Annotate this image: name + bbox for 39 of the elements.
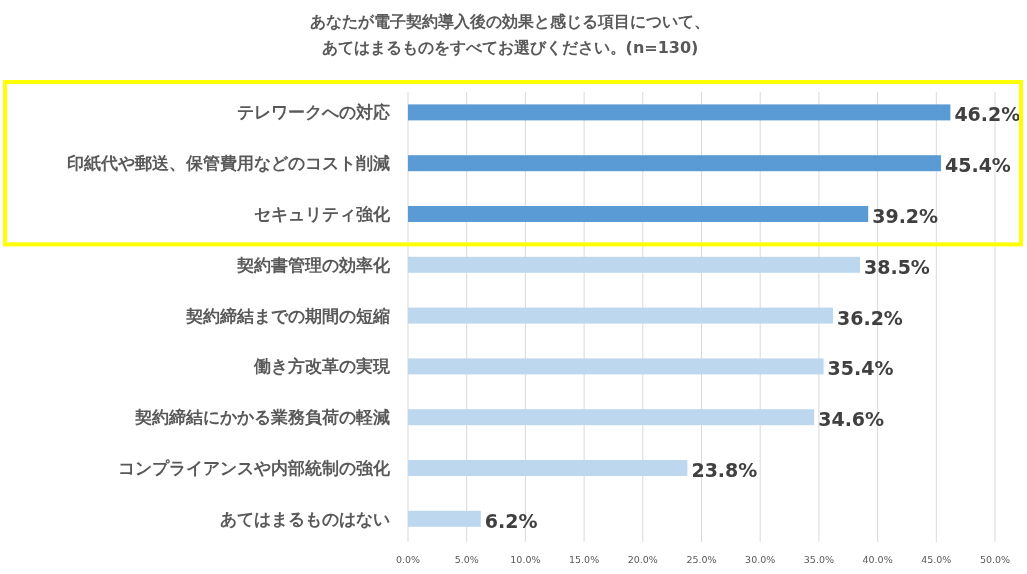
x-tick-label: 10.0%: [510, 554, 541, 565]
x-tick-label: 20.0%: [627, 554, 658, 565]
bar: [408, 358, 824, 375]
y-tick-label: コンプライアンスや内部統制の強化: [118, 459, 391, 478]
data-label: 34.6%: [818, 408, 885, 431]
bar: [408, 206, 869, 222]
x-tick-label: 40.0%: [862, 554, 893, 565]
x-tick-label: 25.0%: [686, 554, 717, 565]
x-tick-label: 50.0%: [979, 554, 1011, 565]
y-tick-label: 契約締結にかかる業務負荷の軽減: [134, 408, 390, 428]
bar: [408, 104, 951, 121]
data-label: 38.5%: [863, 255, 930, 278]
y-tick-label: 働き方改革の実現: [253, 357, 391, 377]
x-tick-label: 5.0%: [454, 554, 479, 565]
data-label: 45.4%: [945, 154, 1011, 177]
bar: [408, 155, 941, 172]
y-tick-label: あてはまるものはない: [220, 509, 390, 529]
data-label: 39.2%: [872, 205, 939, 227]
x-tick-label: 0.0%: [395, 554, 421, 565]
bar: [408, 307, 833, 324]
chart-title: あなたが電子契約導入後の効果と感じる項目について、あてはまるものをすべてお選びください。(n=130): [310, 12, 710, 57]
bar: [408, 460, 688, 476]
y-tick-label: 契約書管理の効率化: [236, 255, 391, 275]
y-tick-label: セキュリティ強化: [254, 205, 391, 224]
y-tick-label: 印紙代や郵送、保管費用などのコスト削減: [67, 154, 390, 174]
bar: [408, 510, 481, 527]
bar: [408, 256, 860, 273]
bar: [408, 409, 815, 426]
x-tick-label: 35.0%: [803, 554, 834, 565]
data-label: 35.4%: [827, 357, 894, 380]
y-tick-label: 契約締結までの期間の短縮: [185, 306, 390, 326]
x-tick-label: 45.0%: [921, 554, 952, 565]
data-label: 36.2%: [836, 306, 903, 329]
y-tick-label: テレワークへの対応: [237, 103, 390, 123]
data-label: 46.2%: [954, 103, 1021, 126]
data-label: 23.8%: [691, 459, 758, 481]
x-tick-label: 30.0%: [745, 554, 776, 565]
x-tick-label: 15.0%: [569, 554, 600, 565]
data-label: 6.2%: [484, 509, 538, 532]
